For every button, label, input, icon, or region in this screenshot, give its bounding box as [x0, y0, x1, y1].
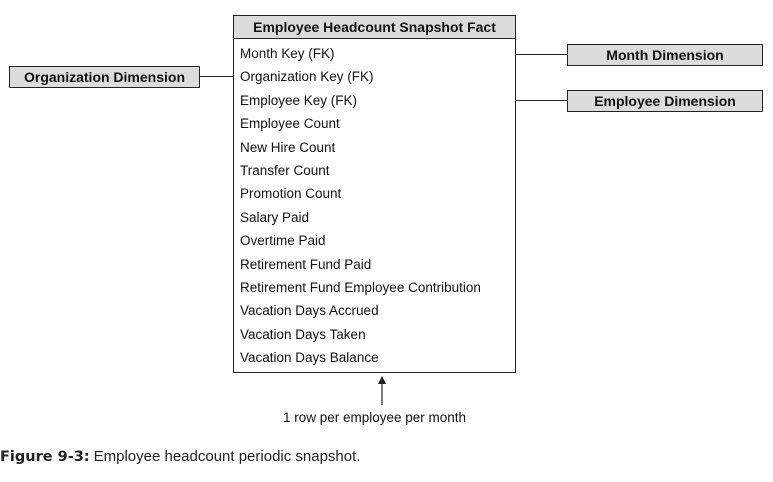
fact-column-retirement-fund-employee-contribution: Retirement Fund Employee Contribution [240, 279, 481, 295]
figure-caption: Figure 9-3: Employee headcount periodic s… [0, 448, 360, 465]
fact-column-vacation-days-taken: Vacation Days Taken [240, 326, 366, 342]
fact-column-retirement-fund-paid: Retirement Fund Paid [240, 256, 372, 272]
figure-caption-label: Figure 9-3: [0, 449, 90, 465]
fact-column-month-key: Month Key (FK) [240, 46, 335, 61]
fact-column-list: Month Key (FK) Organization Key (FK) Emp… [234, 39, 515, 369]
fact-column-promotion-count: Promotion Count [240, 186, 342, 202]
fact-column-employee-key: Employee Key (FK) [240, 92, 358, 108]
fact-table-title: Employee Headcount Snapshot Fact [234, 16, 515, 39]
month-connector [516, 54, 567, 55]
fact-table-box: Employee Headcount Snapshot Fact Month K… [233, 15, 516, 373]
fact-column-organization-key: Organization Key (FK) [240, 69, 374, 85]
up-arrow-icon [378, 376, 386, 405]
organization-connector [200, 76, 233, 77]
fact-column-vacation-days-accrued: Vacation Days Accrued [240, 303, 379, 319]
grain-note: 1 row per employee per month [282, 410, 467, 425]
fact-column-employee-count: Employee Count [240, 116, 340, 132]
employee-dimension-box: Employee Dimension [567, 90, 763, 112]
month-dimension-box: Month Dimension [567, 44, 763, 66]
fact-column-new-hire-count: New Hire Count [240, 139, 336, 155]
organization-dimension-box: Organization Dimension [9, 66, 200, 88]
figure-caption-text: Employee headcount periodic snapshot. [93, 448, 361, 465]
fact-column-overtime-paid: Overtime Paid [240, 233, 326, 249]
fact-column-vacation-days-balance: Vacation Days Balance [240, 350, 379, 366]
fact-column-salary-paid: Salary Paid [240, 209, 310, 225]
fact-column-transfer-count: Transfer Count [240, 162, 330, 178]
employee-connector [516, 100, 567, 101]
